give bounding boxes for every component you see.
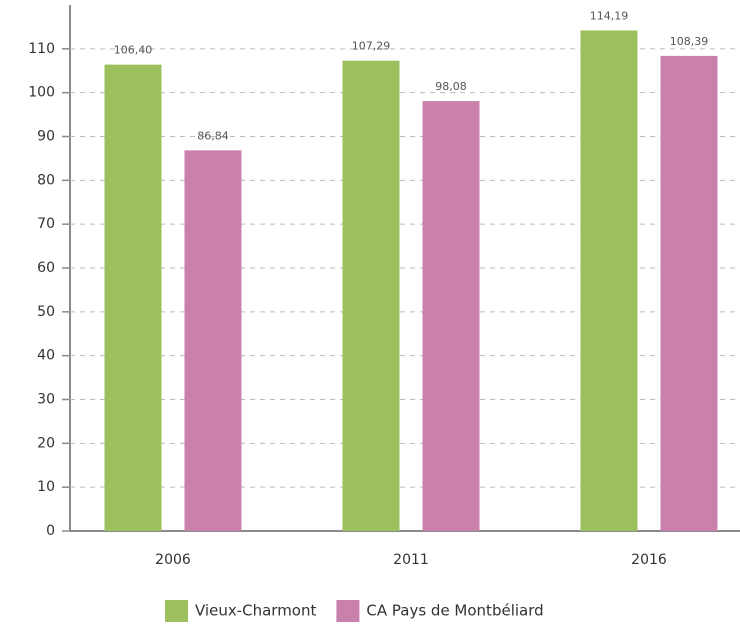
x-tick-label: 2006 [155, 552, 191, 568]
y-tick-label: 70 [37, 216, 55, 232]
y-tick-label: 100 [28, 85, 55, 101]
bar [184, 150, 242, 532]
bar [104, 64, 162, 531]
y-tick-label: 10 [37, 479, 55, 495]
y-tick-label: 60 [37, 260, 55, 276]
y-tick-label: 20 [37, 435, 55, 451]
value-label: 86,84 [197, 129, 229, 142]
bar [342, 60, 400, 532]
legend-label: CA Pays de Montbéliard [366, 602, 543, 620]
legend-label: Vieux-Charmont [195, 602, 316, 620]
legend-swatch [165, 600, 188, 622]
y-tick-label: 50 [37, 304, 55, 320]
x-tick-label: 2016 [631, 552, 667, 568]
bar [660, 55, 718, 531]
y-tick-label: 90 [37, 129, 55, 145]
bar [422, 101, 480, 531]
y-tick-label: 0 [46, 523, 55, 539]
y-tick-label: 110 [28, 41, 55, 57]
value-label: 108,39 [670, 35, 709, 48]
y-tick-label: 40 [37, 348, 55, 364]
value-label: 114,19 [590, 9, 629, 22]
legend-swatch [336, 600, 360, 622]
value-label: 107,29 [352, 40, 391, 53]
x-tick-label: 2011 [393, 552, 429, 568]
value-label: 106,40 [114, 44, 153, 57]
y-tick-label: 80 [37, 172, 55, 188]
y-tick-label: 30 [37, 392, 55, 408]
bar [580, 30, 638, 532]
value-label: 98,08 [435, 80, 467, 93]
